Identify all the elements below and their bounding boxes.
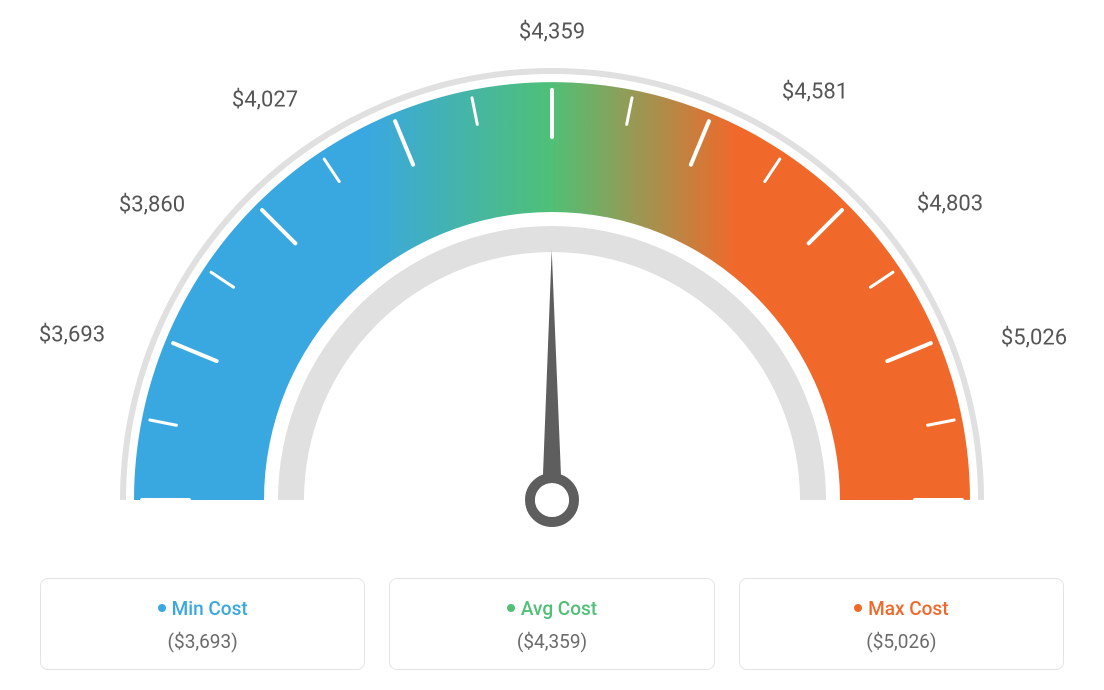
gauge-tick-label: $3,693 [39, 323, 105, 348]
avg-cost-label: Avg Cost [521, 597, 597, 620]
max-cost-card: Max Cost ($5,026) [739, 578, 1064, 670]
gauge-tick-label: $4,359 [519, 20, 585, 45]
gauge-tick-label: $4,581 [782, 80, 848, 105]
max-cost-label: Max Cost [868, 597, 948, 620]
max-dot-icon [854, 604, 862, 612]
gauge-tick-label: $3,860 [119, 193, 185, 218]
gauge-chart: $3,693 $3,860 $4,027 $4,359 $4,581 $4,803 $5,0… [0, 0, 1104, 560]
gauge-svg [0, 0, 1104, 560]
min-dot-icon [158, 604, 166, 612]
summary-cards: Min Cost ($3,693) Avg Cost ($4,359) Max … [40, 578, 1064, 670]
gauge-tick-label: $4,803 [917, 192, 983, 217]
gauge-tick-label: $4,027 [232, 88, 298, 113]
gauge-tick-label: $5,026 [1001, 326, 1067, 351]
avg-dot-icon [507, 604, 515, 612]
min-cost-card: Min Cost ($3,693) [40, 578, 365, 670]
avg-cost-title: Avg Cost [406, 597, 697, 620]
max-cost-title: Max Cost [756, 597, 1047, 620]
avg-cost-value: ($4,359) [406, 630, 697, 653]
avg-cost-card: Avg Cost ($4,359) [389, 578, 714, 670]
min-cost-value: ($3,693) [57, 630, 348, 653]
min-cost-title: Min Cost [57, 597, 348, 620]
max-cost-value: ($5,026) [756, 630, 1047, 653]
min-cost-label: Min Cost [172, 597, 248, 620]
